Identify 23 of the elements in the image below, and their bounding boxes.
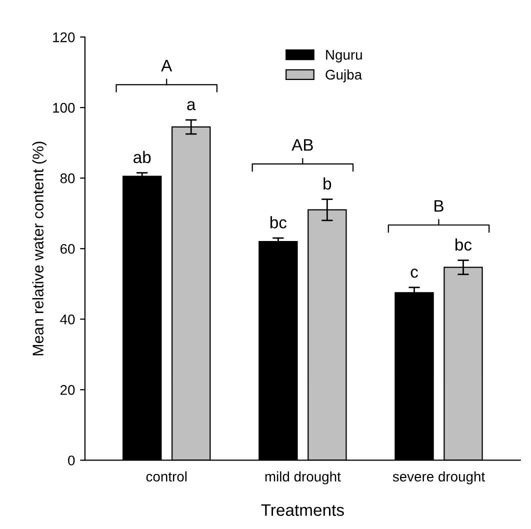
annotation: a	[187, 101, 196, 110]
x-tick-label: mild drought	[265, 471, 341, 484]
x-axis-title: Treatments	[261, 504, 344, 516]
y-axis-title: Mean relative water content (%)	[32, 142, 47, 356]
x-tick-label: control	[146, 471, 187, 482]
annotation: b	[324, 177, 332, 190]
y-tick-label: 100	[53, 102, 75, 113]
y-tick-label: 20	[60, 385, 75, 395]
annotation: c	[410, 268, 418, 278]
annotation: bc	[456, 238, 472, 251]
annotation: AB	[292, 139, 313, 151]
y-tick-label: 0	[68, 456, 75, 466]
legend-label: Nguru	[326, 50, 362, 62]
y-tick-label: 80	[60, 173, 75, 184]
y-tick-label: 120	[53, 32, 75, 42]
annotation: A	[161, 60, 172, 72]
annotation: bc	[270, 216, 287, 228]
y-tick-label: 60	[60, 244, 75, 254]
annotation: B	[434, 200, 444, 212]
annotation: ab	[134, 150, 151, 164]
y-tick-label: 40	[60, 314, 75, 324]
x-tick-label: severe drought	[392, 471, 485, 484]
legend-label: Gujba	[326, 69, 362, 82]
